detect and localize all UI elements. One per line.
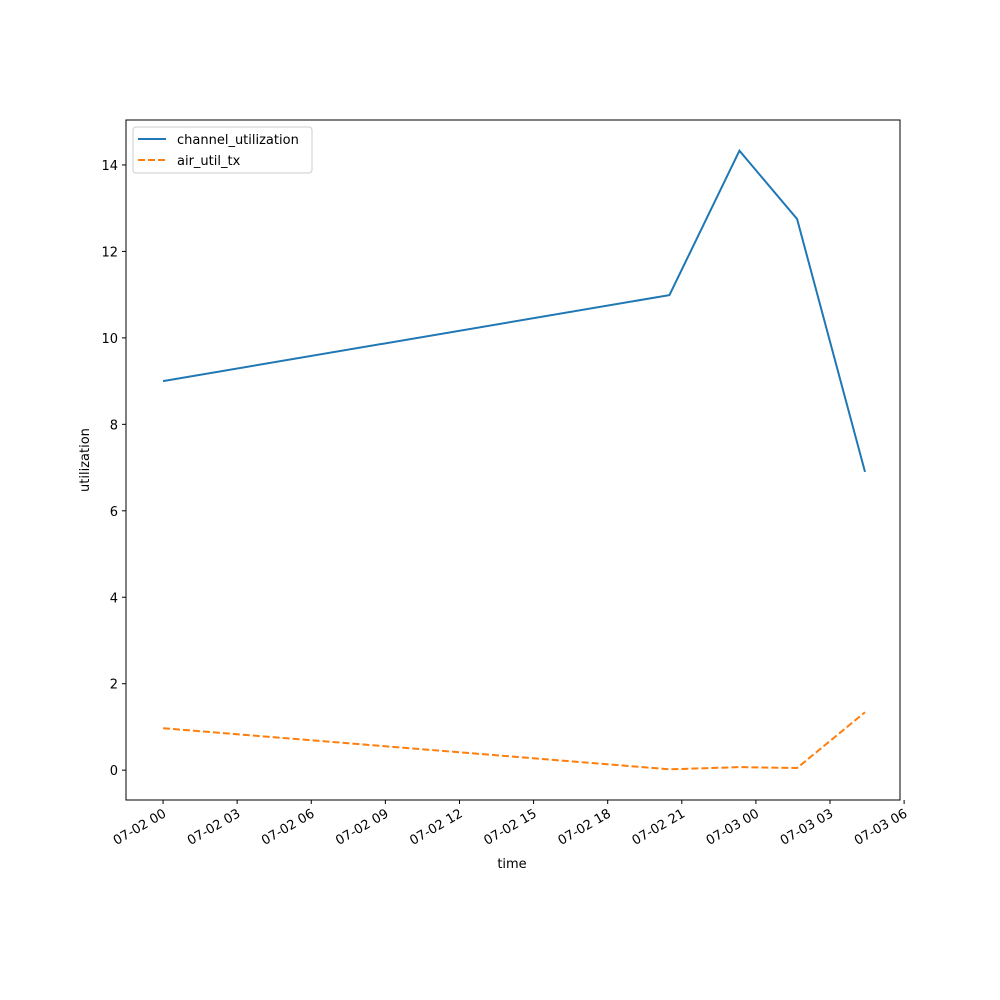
y-tick-label: 10 (101, 332, 118, 347)
legend-label: channel_utilization (177, 133, 299, 148)
y-tick-label: 6 (110, 505, 118, 520)
x-tick-label: 07-02 15 (481, 806, 539, 848)
x-tick-label: 07-02 21 (630, 806, 688, 848)
x-tick-label: 07-03 00 (704, 806, 762, 848)
y-tick-label: 8 (110, 418, 118, 433)
line-series (162, 148, 866, 473)
plot-area (125, 119, 901, 801)
x-axis-label: time (497, 857, 526, 872)
x-tick-label: 07-02 00 (111, 806, 169, 848)
y-tick-label: 12 (101, 245, 118, 260)
x-tick-label: 07-03 06 (852, 806, 910, 848)
legend-label: air_util_tx (177, 154, 241, 169)
y-tick-label: 2 (110, 678, 118, 693)
x-tick-label: 07-03 03 (778, 806, 836, 848)
x-tick-label: 07-02 09 (333, 806, 391, 848)
y-axis-label: utilization (78, 428, 93, 492)
x-tick-label: 07-02 12 (407, 806, 465, 848)
y-tick-label: 0 (110, 764, 118, 779)
y-tick-label: 14 (101, 159, 118, 174)
y-tick-label: 4 (110, 591, 118, 606)
x-tick-label: 07-02 06 (259, 806, 317, 848)
line-series (162, 711, 866, 771)
x-tick-label: 07-02 18 (556, 806, 614, 848)
x-tick-label: 07-02 03 (185, 806, 243, 848)
legend-box (132, 126, 313, 174)
